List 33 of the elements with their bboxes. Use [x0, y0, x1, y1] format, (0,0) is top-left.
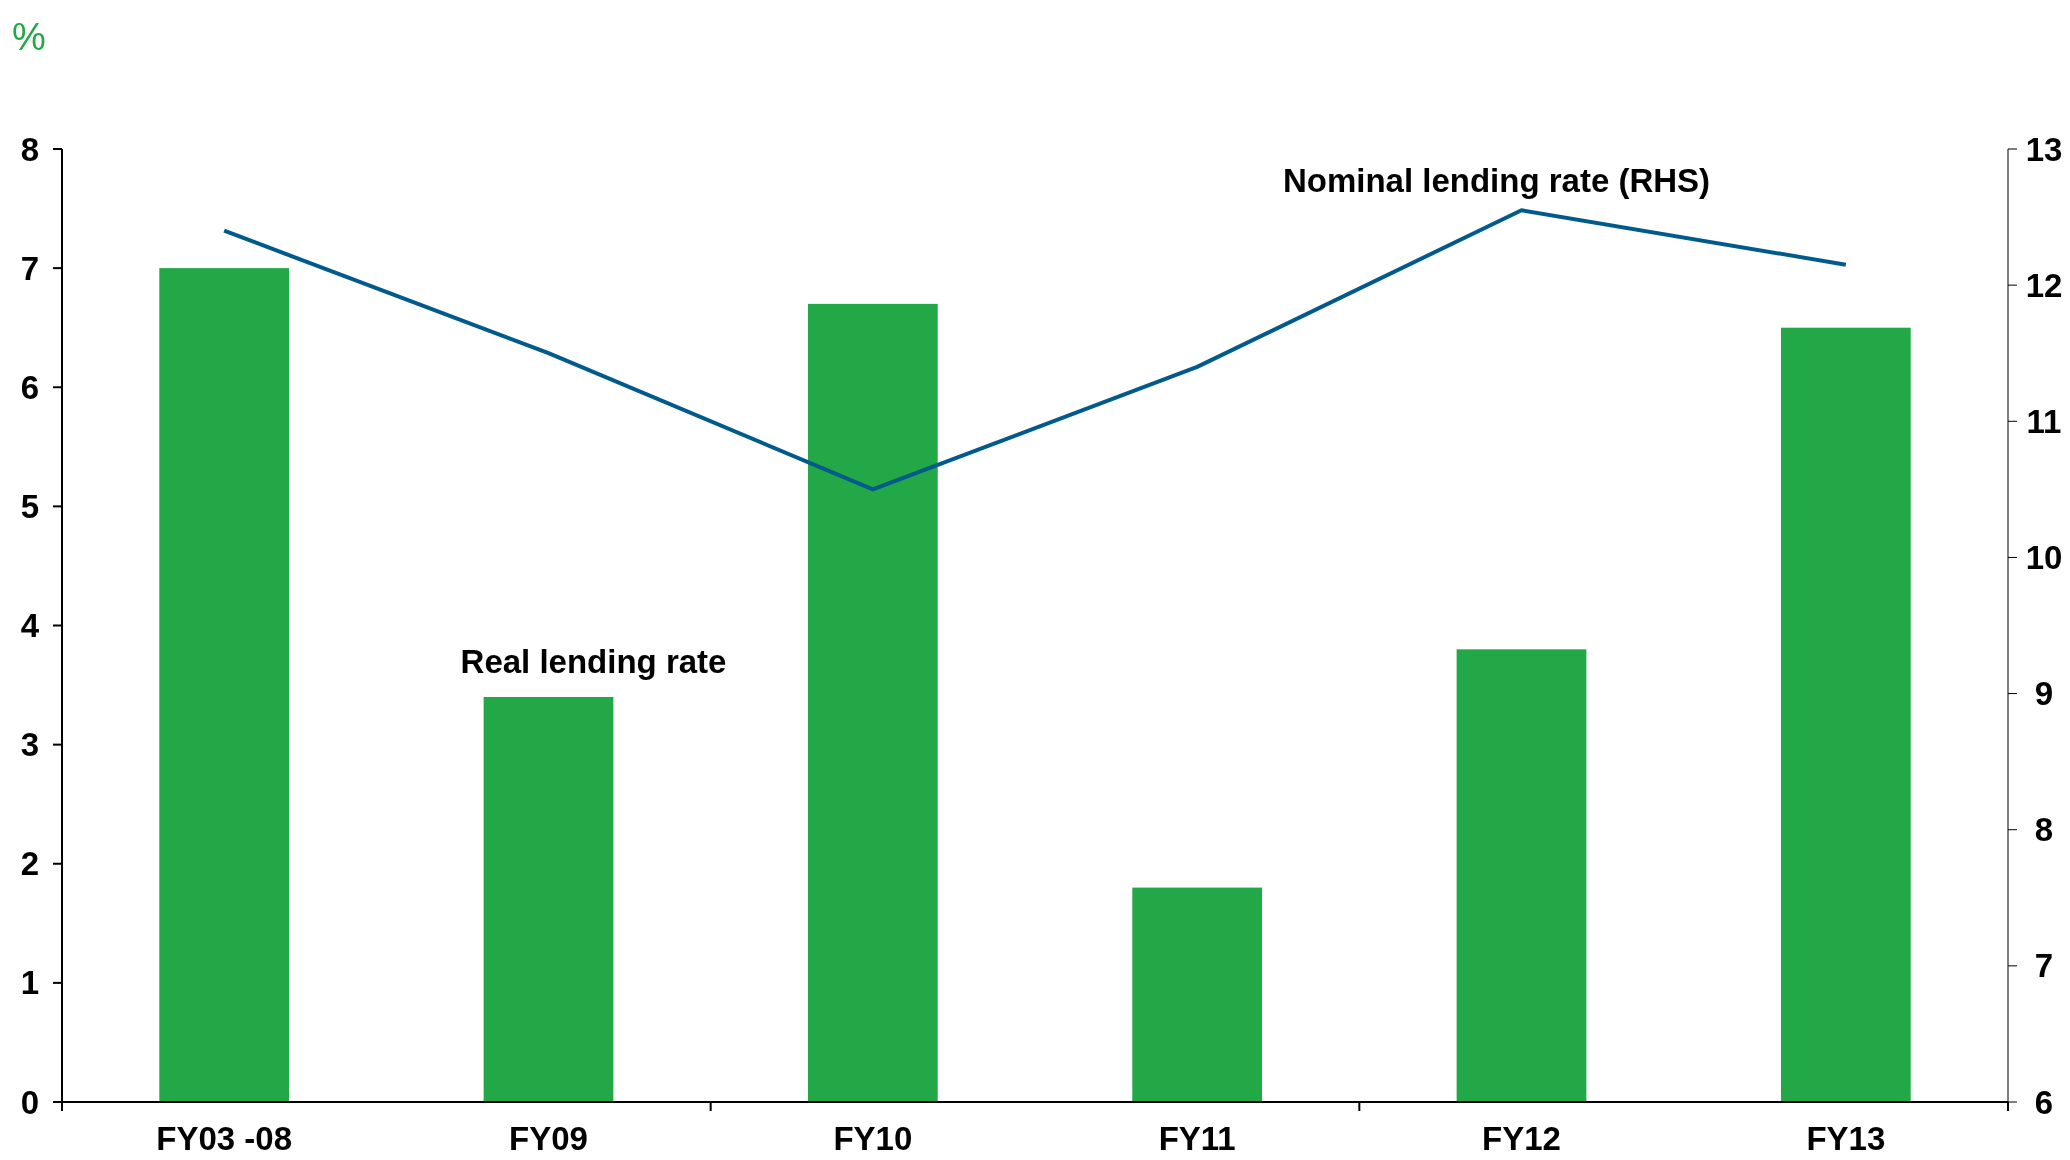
y-tick-label: 5: [20, 487, 40, 525]
y2-tick-label: 11: [2026, 402, 2062, 440]
y2-tick-label: 12: [2025, 266, 2063, 304]
y-tick-label: 4: [20, 607, 40, 645]
y-tick-label: 8: [20, 130, 40, 168]
y-tick-label: 2: [20, 845, 40, 883]
y-axis-title: %: [12, 16, 46, 58]
y2-tick-label: 13: [2025, 130, 2063, 168]
y-tick-label: 6: [20, 368, 40, 406]
x-tick-label: FY11: [1158, 1120, 1236, 1157]
y-tick-label: 7: [20, 249, 40, 287]
y-tick-label: 0: [20, 1083, 40, 1121]
y-tick-label: 1: [20, 964, 40, 1002]
y2-tick-label: 7: [2034, 947, 2054, 985]
bar: [483, 696, 614, 1102]
bar: [1456, 649, 1587, 1102]
bar: [1780, 327, 1911, 1102]
bar: [807, 303, 938, 1102]
y2-tick-label: 8: [2034, 811, 2054, 849]
x-tick-label: FY13: [1806, 1120, 1886, 1157]
x-tick-label: FY12: [1482, 1120, 1561, 1157]
series-label: Real lending rate: [460, 642, 727, 680]
series-label: Nominal lending rate (RHS): [1282, 162, 1711, 200]
y-tick-label: 3: [20, 726, 40, 764]
bar: [1132, 887, 1263, 1102]
x-tick-label: FY09: [509, 1120, 588, 1157]
bar: [159, 268, 290, 1102]
y2-tick-label: 10: [2025, 538, 2063, 576]
line-series: [222, 208, 1848, 492]
y2-tick-label: 9: [2034, 675, 2054, 713]
y2-tick-label: 6: [2034, 1083, 2054, 1121]
x-tick-label: FY10: [833, 1120, 913, 1157]
x-tick-label: FY03 -08: [156, 1120, 293, 1157]
